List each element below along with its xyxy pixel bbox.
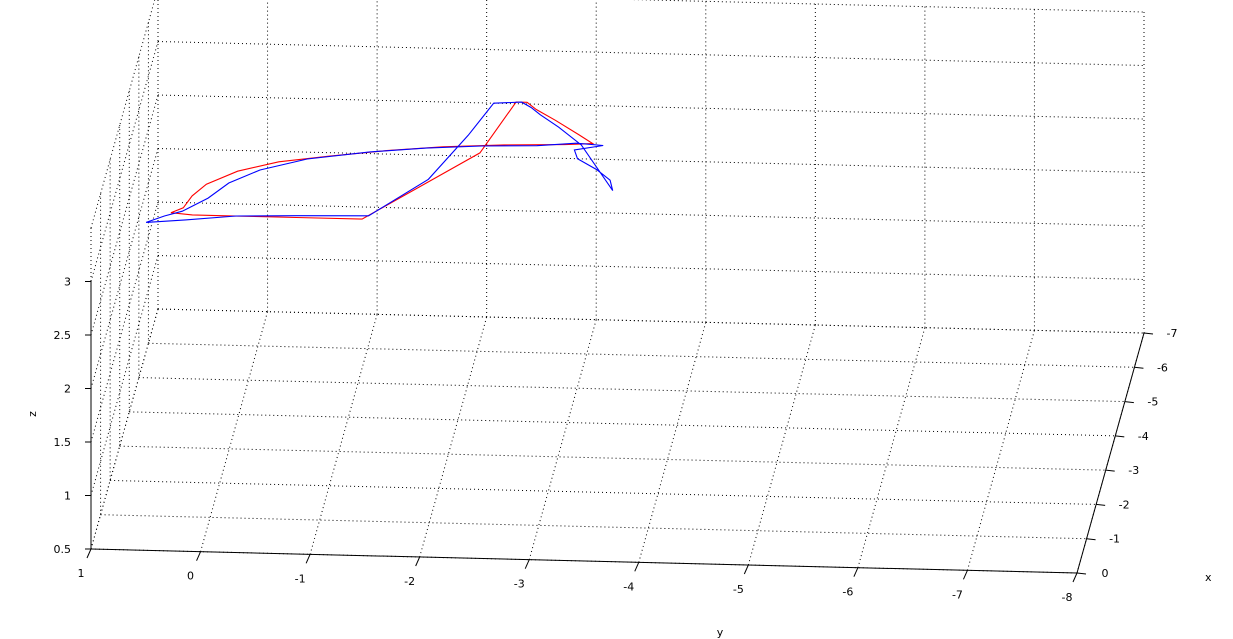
y-axis-line xyxy=(90,548,1078,574)
side-wall-grid-line xyxy=(90,308,159,550)
back-wall-grid-line xyxy=(157,94,1145,120)
y-tick xyxy=(86,548,92,559)
x-tick-label: -2 xyxy=(1119,498,1130,511)
back-wall-grid-line xyxy=(157,41,1145,66)
y-tick-label: -2 xyxy=(404,575,415,588)
z-tick-label: 1.5 xyxy=(54,436,72,449)
y-tick-label: -7 xyxy=(952,588,963,601)
floor-grid-line xyxy=(157,308,1145,334)
x-tick xyxy=(1115,435,1125,438)
y-tick xyxy=(634,562,640,572)
floor-grid-line xyxy=(966,330,1035,571)
back-wall-grid-line xyxy=(157,308,1145,334)
x-tick xyxy=(1086,538,1096,541)
x-tick xyxy=(1076,572,1087,575)
y-axis-label: y xyxy=(717,626,724,639)
y-tick-label: -5 xyxy=(733,583,744,596)
floor-grid-line xyxy=(100,514,1087,540)
floor-grid-line xyxy=(138,377,1125,403)
x-tick-label: 0 xyxy=(1102,567,1109,580)
y-tick xyxy=(524,559,530,569)
floor-grid-line xyxy=(119,445,1106,471)
side-wall-grid-line xyxy=(90,0,156,229)
y-tick-label: 0 xyxy=(187,570,194,583)
floor-grid-line xyxy=(747,324,816,566)
tick-label-layer: 1 0 -1 -2 -3 -4 -5 -6 -7 -8 0 -1 -2 -3 -4 -5 -6 -7 0.5 1 1.5… xyxy=(54,276,1178,605)
series-line-2 xyxy=(145,101,614,223)
floor-grid-line xyxy=(148,342,1135,368)
axis-layer xyxy=(85,281,1154,583)
z-tick-label: 1 xyxy=(64,490,71,503)
side-wall-grid-line xyxy=(90,201,159,443)
back-wall-grid-line xyxy=(157,255,1145,280)
x-tick-label: -4 xyxy=(1138,430,1149,443)
y-tick-label: -4 xyxy=(623,580,634,593)
series-line-1 xyxy=(170,101,595,220)
floor-grid-line xyxy=(129,411,1116,437)
x-tick-label: -5 xyxy=(1147,396,1158,409)
y-tick xyxy=(962,570,968,580)
y-tick xyxy=(415,556,421,567)
floor-grid-line xyxy=(110,479,1097,505)
side-wall-grid-line xyxy=(90,148,159,389)
floor-grid-line xyxy=(528,319,597,560)
y-tick xyxy=(853,567,859,577)
z-tick-label: 3 xyxy=(64,276,71,289)
series-layer xyxy=(145,101,614,223)
x-tick xyxy=(1143,332,1154,335)
floor-grid-line xyxy=(638,322,707,563)
y-tick-label: -6 xyxy=(842,586,853,599)
y-tick xyxy=(305,554,311,564)
y-tick xyxy=(743,564,749,575)
z-tick-label: 2.5 xyxy=(54,329,72,342)
side-wall-grid-line xyxy=(90,41,159,282)
y-tick-label: -8 xyxy=(1062,591,1073,604)
x-tick-label: -3 xyxy=(1128,464,1139,477)
grid-layer xyxy=(90,0,1145,574)
x-tick-label: -7 xyxy=(1167,327,1178,340)
x-tick xyxy=(1124,401,1134,404)
y-tick-label: -1 xyxy=(295,572,306,585)
floor-grid-line xyxy=(857,327,926,568)
y-tick xyxy=(196,551,202,561)
floor-grid-line xyxy=(200,311,269,552)
x-tick-label: -1 xyxy=(1109,533,1120,546)
x-tick xyxy=(1105,469,1115,472)
side-wall-grid-line xyxy=(90,94,159,336)
back-wall-grid-line xyxy=(157,148,1145,173)
y-tick-label: 1 xyxy=(78,567,85,580)
side-wall-grid-line xyxy=(90,255,159,496)
back-wall-grid-line xyxy=(157,201,1145,227)
y-tick-label: -3 xyxy=(514,578,525,591)
x-tick xyxy=(1096,503,1106,506)
y-tick xyxy=(1072,572,1078,583)
x-tick-label: -6 xyxy=(1157,361,1168,374)
z-tick-label: 0.5 xyxy=(54,543,72,556)
x-axis-label: x xyxy=(1205,571,1212,584)
x-tick xyxy=(1134,366,1144,369)
floor-grid-line xyxy=(309,314,378,555)
back-wall-grid-line xyxy=(630,0,1145,13)
x-axis-line xyxy=(1076,332,1145,574)
floor-grid-line xyxy=(419,316,488,558)
z-axis-label: z xyxy=(26,411,39,417)
z-tick-label: 2 xyxy=(64,383,71,396)
